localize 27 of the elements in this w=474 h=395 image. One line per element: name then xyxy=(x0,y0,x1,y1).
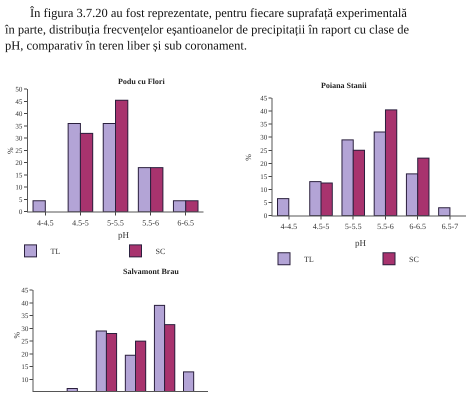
x-tick-label: 5.5-6 xyxy=(142,218,159,228)
chart-title: Poiana Stanii xyxy=(321,81,368,90)
bar xyxy=(277,198,290,216)
x-tick-label: 5.5-6 xyxy=(377,222,394,232)
x-axis-title: pH xyxy=(355,238,366,248)
y-axis-title: % xyxy=(244,154,254,161)
x-tick-label: 4.5-5 xyxy=(72,218,89,228)
x-tick-label: 6-6.5 xyxy=(177,218,194,228)
x-axis-title: pH xyxy=(118,230,130,240)
x-tick-label: 5-5.5 xyxy=(344,222,362,232)
legend-label: SC xyxy=(409,254,419,264)
legend-label: TL xyxy=(50,247,60,256)
x-tick-label: 4-4.5 xyxy=(36,218,54,228)
x-tick-label: 5-5.5 xyxy=(107,218,124,228)
x-tick-label: 6.5-7 xyxy=(442,222,458,232)
y-axis-title: % xyxy=(12,331,22,338)
chart-title: Podu cu Flori xyxy=(118,77,166,86)
legend-label: TL xyxy=(304,254,314,264)
x-tick-label: 6-6.5 xyxy=(409,222,426,232)
chart-title: Salvamont Brau xyxy=(123,267,180,276)
x-tick-label: 4-4.5 xyxy=(280,222,298,232)
bar xyxy=(438,207,450,216)
y-axis-title: % xyxy=(6,146,15,154)
bar xyxy=(32,200,46,212)
x-tick-label: 4.5-5 xyxy=(312,222,330,232)
legend-label: SC xyxy=(156,247,166,256)
text: În figura 3.7.20 au fost reprezentate, pentru fiecare suprafață experimentală în parte, distribuția frecvențelor eșantioanelor de precipitații în raport cu clase de pH, comparativ în teren liber și sub coronament. xyxy=(4,6,410,52)
